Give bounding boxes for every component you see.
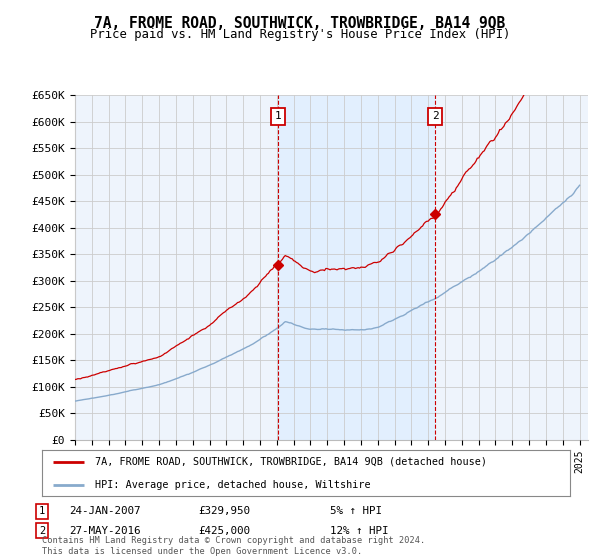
Text: 7A, FROME ROAD, SOUTHWICK, TROWBRIDGE, BA14 9QB: 7A, FROME ROAD, SOUTHWICK, TROWBRIDGE, B… — [94, 16, 506, 31]
Bar — [278, 95, 435, 440]
Text: 1: 1 — [39, 506, 45, 516]
Text: 2: 2 — [39, 526, 45, 536]
Text: Price paid vs. HM Land Registry's House Price Index (HPI): Price paid vs. HM Land Registry's House … — [90, 28, 510, 41]
Text: £329,950: £329,950 — [198, 506, 250, 516]
Text: HPI: Average price, detached house, Wiltshire: HPI: Average price, detached house, Wilt… — [95, 479, 370, 489]
Text: 12% ↑ HPI: 12% ↑ HPI — [330, 526, 389, 536]
Text: 24-JAN-2007: 24-JAN-2007 — [69, 506, 140, 516]
Text: 7A, FROME ROAD, SOUTHWICK, TROWBRIDGE, BA14 9QB (detached house): 7A, FROME ROAD, SOUTHWICK, TROWBRIDGE, B… — [95, 456, 487, 466]
Text: £425,000: £425,000 — [198, 526, 250, 536]
Text: 2: 2 — [432, 111, 439, 122]
Text: Contains HM Land Registry data © Crown copyright and database right 2024.
This d: Contains HM Land Registry data © Crown c… — [42, 536, 425, 556]
Text: 1: 1 — [275, 111, 281, 122]
Text: 5% ↑ HPI: 5% ↑ HPI — [330, 506, 382, 516]
Text: 27-MAY-2016: 27-MAY-2016 — [69, 526, 140, 536]
